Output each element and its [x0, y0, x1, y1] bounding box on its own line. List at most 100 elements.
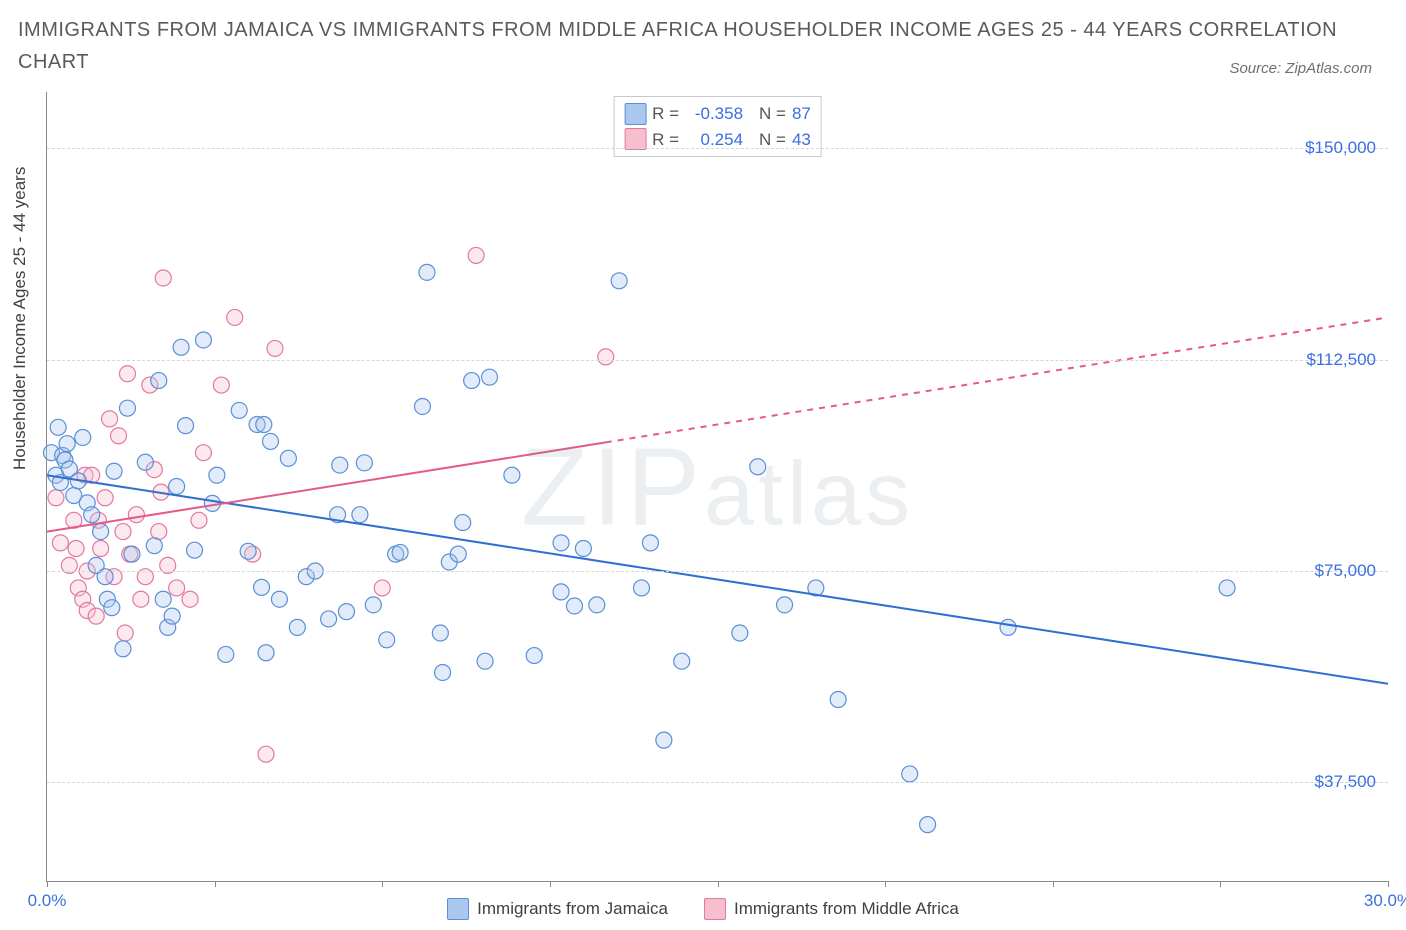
data-point: [414, 398, 430, 414]
data-point: [450, 546, 466, 562]
data-point: [435, 664, 451, 680]
data-point: [271, 591, 287, 607]
data-point: [195, 332, 211, 348]
data-point: [656, 732, 672, 748]
data-point: [902, 766, 918, 782]
data-point: [119, 366, 135, 382]
data-point: [1000, 619, 1016, 635]
data-point: [75, 429, 91, 445]
data-point: [674, 653, 690, 669]
data-point: [482, 369, 498, 385]
legend-item: Immigrants from Middle Africa: [704, 898, 959, 920]
data-point: [133, 591, 149, 607]
data-point: [332, 457, 348, 473]
data-point: [124, 546, 140, 562]
y-axis-label: Householder Income Ages 25 - 44 years: [10, 167, 30, 470]
data-point: [267, 340, 283, 356]
data-point: [598, 349, 614, 365]
data-point: [392, 544, 408, 560]
data-point: [97, 490, 113, 506]
data-point: [1219, 580, 1235, 596]
x-tick: [215, 881, 216, 887]
legend-swatch: [624, 128, 646, 150]
data-point: [227, 309, 243, 325]
data-point: [218, 646, 234, 662]
data-point: [256, 417, 272, 433]
data-point: [830, 692, 846, 708]
data-point: [374, 580, 390, 596]
data-point: [611, 273, 627, 289]
data-point: [240, 543, 256, 559]
data-point: [258, 746, 274, 762]
x-tick: [550, 881, 551, 887]
data-point: [455, 515, 471, 531]
data-point: [365, 597, 381, 613]
data-point: [106, 463, 122, 479]
data-point: [553, 584, 569, 600]
x-tick: [885, 881, 886, 887]
data-point: [209, 467, 225, 483]
data-point: [732, 625, 748, 641]
data-point: [477, 653, 493, 669]
chart-area: ZIPatlas R =-0.358N =87R =0.254N =43 $37…: [46, 92, 1388, 882]
x-tick: [47, 881, 48, 887]
gridline: [47, 782, 1388, 783]
data-point: [321, 611, 337, 627]
data-point: [119, 400, 135, 416]
data-point: [464, 373, 480, 389]
x-tick: [1220, 881, 1221, 887]
data-point: [155, 591, 171, 607]
data-point: [50, 419, 66, 435]
data-point: [750, 459, 766, 475]
data-point: [432, 625, 448, 641]
data-point: [104, 600, 120, 616]
data-point: [231, 402, 247, 418]
stat-n-value: 87: [792, 101, 811, 127]
legend-swatch: [447, 898, 469, 920]
data-point: [920, 817, 936, 833]
stat-label: R =: [652, 101, 679, 127]
legend-swatch: [624, 103, 646, 125]
data-point: [93, 540, 109, 556]
source-attribution: Source: ZipAtlas.com: [1229, 60, 1372, 77]
legend-swatch: [704, 898, 726, 920]
data-point: [642, 535, 658, 551]
data-point: [178, 418, 194, 434]
series-legend: Immigrants from Jamaica Immigrants from M…: [0, 898, 1406, 920]
data-point: [102, 411, 118, 427]
data-point: [182, 591, 198, 607]
data-point: [566, 598, 582, 614]
legend-item: Immigrants from Jamaica: [447, 898, 668, 920]
trend-line: [47, 475, 1388, 684]
data-point: [59, 436, 75, 452]
gridline: [47, 571, 1388, 572]
x-tick: [1388, 881, 1389, 887]
data-point: [115, 524, 131, 540]
data-point: [254, 579, 270, 595]
data-point: [258, 645, 274, 661]
data-point: [128, 507, 144, 523]
chart-title: IMMIGRANTS FROM JAMAICA VS IMMIGRANTS FR…: [18, 14, 1388, 78]
data-point: [169, 580, 185, 596]
stat-r-value: -0.358: [685, 101, 743, 127]
data-point: [504, 467, 520, 483]
data-point: [88, 608, 104, 624]
y-tick-label: $112,500: [1306, 350, 1376, 370]
data-point: [777, 597, 793, 613]
data-point: [280, 450, 296, 466]
legend-label: Immigrants from Jamaica: [477, 899, 668, 919]
y-tick-label: $75,000: [1315, 561, 1376, 581]
scatter-plot: [47, 92, 1388, 881]
data-point: [155, 270, 171, 286]
data-point: [169, 479, 185, 495]
data-point: [419, 264, 435, 280]
data-point: [356, 455, 372, 471]
data-point: [146, 538, 162, 554]
data-point: [589, 597, 605, 613]
x-tick: [382, 881, 383, 887]
data-point: [137, 454, 153, 470]
data-point: [289, 619, 305, 635]
data-point: [164, 608, 180, 624]
y-tick-label: $150,000: [1305, 138, 1376, 158]
y-tick-label: $37,500: [1315, 772, 1376, 792]
